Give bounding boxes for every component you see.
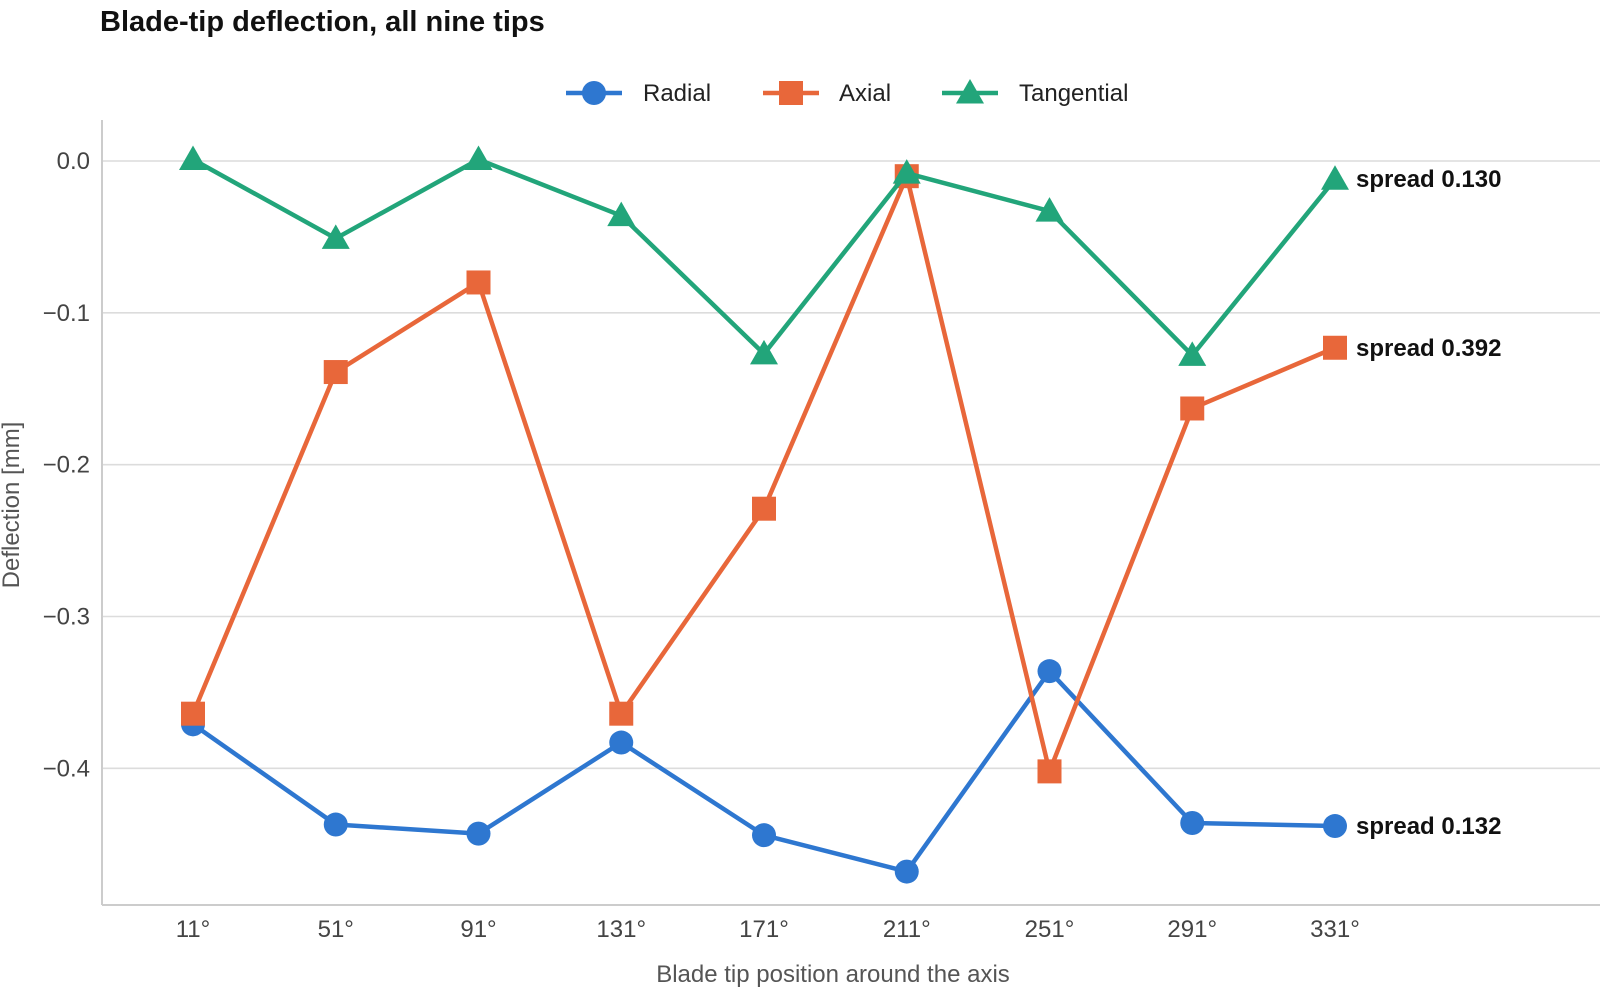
y-tick-label: −0.2 — [43, 452, 90, 479]
x-tick-label: 291° — [1167, 916, 1217, 943]
series-tangential: spread 0.130 — [179, 145, 1501, 366]
legend-label: Tangential — [1019, 80, 1128, 107]
y-axis-label: Deflection [mm] — [0, 422, 25, 589]
series-layer: spread 0.132 spread 0.392 spread 0.130 — [179, 145, 1501, 884]
gridlines — [102, 160, 1600, 770]
radial-point — [894, 859, 919, 884]
x-tick-label: 91° — [460, 916, 496, 943]
legend: Radial Axial Tangential — [566, 79, 1128, 107]
tangential-point — [892, 159, 921, 184]
tangential-line — [191, 157, 1337, 358]
radial-point — [466, 821, 491, 846]
x-tick-label: 51° — [318, 916, 354, 943]
axial-point — [752, 496, 776, 521]
radial-point — [1180, 811, 1205, 836]
x-tick-labels: 11° 51° 91° 131° 171° 211° 251° 291° 331° — [176, 916, 1360, 943]
chart-title: Blade-tip deflection, all nine tips — [100, 6, 545, 38]
y-tick-label: −0.4 — [43, 755, 90, 782]
legend-item-radial: Radial — [566, 80, 711, 107]
tangential-point — [750, 339, 778, 365]
x-tick-label: 251° — [1025, 916, 1075, 943]
tangential-point — [464, 145, 493, 170]
legend-item-tangential: Tangential — [942, 79, 1128, 107]
legend-label: Axial — [839, 80, 891, 107]
y-tick-labels: 0.0 −0.1 −0.2 −0.3 −0.4 — [43, 148, 90, 782]
legend-marker — [779, 81, 803, 105]
radial-point — [752, 823, 776, 848]
axial-point — [466, 270, 491, 295]
x-tick-label: 331° — [1310, 916, 1360, 943]
x-tick-label: 171° — [739, 916, 789, 943]
tangential-point — [1321, 165, 1349, 190]
tangential-point — [1035, 197, 1064, 222]
tangential-point — [1178, 341, 1207, 366]
axial-point — [1180, 396, 1205, 421]
legend-marker — [582, 81, 606, 105]
x-tick-label: 211° — [883, 916, 931, 943]
x-tick-label: 131° — [596, 916, 646, 943]
legend-item-axial: Axial — [763, 80, 891, 107]
radial-point — [323, 812, 348, 837]
axial-spread-label: spread 0.392 — [1356, 335, 1501, 362]
radial-spread-label: spread 0.132 — [1356, 813, 1501, 840]
axial-point — [1037, 759, 1062, 784]
y-tick-label: −0.3 — [43, 604, 90, 631]
axial-point — [323, 360, 348, 385]
y-tick-label: −0.1 — [43, 300, 90, 327]
x-axis-label: Blade tip position around the axis — [656, 961, 1010, 988]
series-axial: spread 0.392 — [181, 164, 1501, 784]
series-radial: spread 0.132 — [181, 659, 1501, 884]
tangential-point — [179, 145, 207, 170]
axial-line — [190, 173, 1336, 774]
y-tick-label: 0.0 — [57, 148, 90, 175]
axial-point — [181, 701, 205, 726]
axial-point — [609, 701, 634, 726]
axes — [101, 120, 1600, 906]
tangential-spread-label: spread 0.130 — [1356, 166, 1501, 193]
tangential-point — [607, 201, 636, 227]
x-tick-label: 11° — [176, 916, 211, 943]
radial-point — [1037, 659, 1062, 684]
radial-point — [1323, 814, 1347, 839]
legend-label: Radial — [643, 80, 711, 107]
radial-point — [609, 730, 634, 755]
legend-marker — [956, 79, 984, 104]
axial-point — [1323, 335, 1347, 360]
tangential-point — [321, 224, 350, 249]
